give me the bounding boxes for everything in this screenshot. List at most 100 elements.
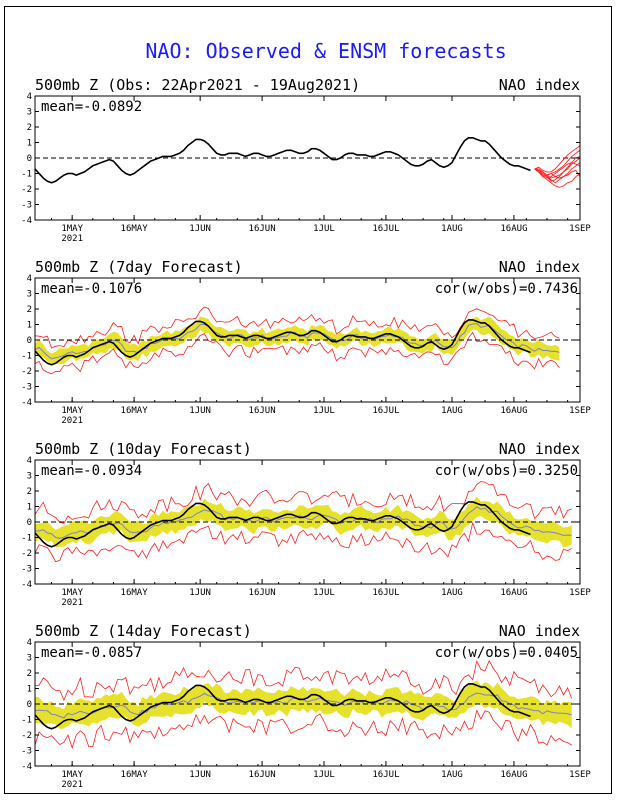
- ensemble-min-line: [34, 709, 572, 750]
- chart-panel-4: 500mb Z (14day Forecast) NAO index 4 3 2 1 0 -1…: [21, 622, 591, 790]
- x-tick-label: 1MAY: [61, 406, 83, 416]
- y-tick-label: 4: [27, 92, 32, 102]
- x-tick-label: 16JUL: [372, 224, 399, 234]
- ensemble-min-line: [34, 331, 560, 375]
- panel-mean-stat: mean=-0.0892: [41, 99, 142, 115]
- observed-nao-line: [34, 683, 531, 730]
- x-tick-label: 16AUG: [500, 224, 527, 234]
- x-tick-label: 1JUN: [189, 588, 211, 598]
- panel-correlation-stat: cor(w/obs)=0.0405: [435, 645, 578, 661]
- x-tick-label: 16JUN: [249, 406, 276, 416]
- panel-title: 500mb Z (10day Forecast): [35, 440, 252, 458]
- y-tick-label: -1: [21, 170, 32, 180]
- panel-right-label: NAO index: [499, 258, 580, 276]
- x-tick-year-label: 2021: [61, 780, 83, 790]
- x-tick-label: 1JUN: [189, 224, 211, 234]
- y-tick-label: 0: [27, 700, 32, 710]
- x-tick-label: 16MAY: [121, 770, 149, 780]
- y-tick-label: -3: [21, 383, 32, 393]
- x-tick-label: 1JUL: [313, 224, 335, 234]
- x-tick-label: 1SEP: [569, 588, 591, 598]
- x-tick-label: 16JUN: [249, 224, 276, 234]
- x-tick-label: 16AUG: [500, 406, 527, 416]
- y-tick-label: -4: [21, 762, 32, 772]
- y-tick-label: 4: [27, 638, 32, 648]
- y-tick-label: -3: [21, 565, 32, 575]
- y-tick-label: -4: [21, 216, 32, 226]
- y-tick-label: 4: [27, 274, 32, 284]
- x-tick-label: 1MAY: [61, 224, 83, 234]
- ensemble-spread-band: [35, 680, 572, 729]
- x-tick-label: 1SEP: [569, 406, 591, 416]
- panel-right-label: NAO index: [499, 76, 580, 94]
- forecast-member-line-8: [534, 168, 581, 179]
- x-tick-label: 1JUL: [313, 406, 335, 416]
- y-tick-label: -1: [21, 716, 32, 726]
- x-tick-year-label: 2021: [61, 598, 83, 608]
- ensemble-min-line: [34, 521, 572, 563]
- x-tick-label: 1MAY: [61, 770, 83, 780]
- ensemble-max-line: [34, 481, 572, 524]
- y-tick-label: 1: [27, 139, 32, 149]
- y-tick-label: 2: [27, 669, 32, 679]
- forecast-member-line-7: [534, 149, 581, 176]
- panel-mean-stat: mean=-0.1076: [41, 281, 142, 297]
- y-tick-label: -3: [21, 747, 32, 757]
- panel-mean-stat: mean=-0.0857: [41, 645, 142, 661]
- panel-right-label: NAO index: [499, 622, 580, 640]
- forecast-member-line-3: [534, 145, 581, 173]
- figure-border: [4, 6, 612, 794]
- x-tick-year-label: 2021: [61, 234, 83, 244]
- x-tick-label: 1JUN: [189, 406, 211, 416]
- x-tick-label: 16JUN: [249, 588, 276, 598]
- panels-group: 500mb Z (Obs: 22Apr2021 - 19Aug2021) NAO …: [21, 76, 591, 790]
- x-tick-label: 1AUG: [441, 588, 463, 598]
- x-tick-label: 1AUG: [441, 406, 463, 416]
- y-tick-label: -2: [21, 185, 32, 195]
- x-tick-label: 1SEP: [569, 770, 591, 780]
- x-tick-label: 1AUG: [441, 770, 463, 780]
- panel-title: 500mb Z (Obs: 22Apr2021 - 19Aug2021): [35, 76, 360, 94]
- x-tick-label: 1JUL: [313, 588, 335, 598]
- x-tick-label: 16JUL: [372, 406, 399, 416]
- y-tick-label: 2: [27, 123, 32, 133]
- x-tick-year-label: 2021: [61, 416, 83, 426]
- y-tick-label: -1: [21, 534, 32, 544]
- y-tick-label: -2: [21, 549, 32, 559]
- chart-panel-3: 500mb Z (10day Forecast) NAO index 4 3 2 1 0 -1…: [21, 440, 591, 608]
- x-tick-label: 1AUG: [441, 224, 463, 234]
- figure-title: NAO: Observed & ENSM forecasts: [145, 39, 506, 63]
- y-tick-label: 4: [27, 456, 32, 466]
- x-tick-label: 16JUN: [249, 770, 276, 780]
- x-tick-label: 16MAY: [121, 588, 149, 598]
- y-tick-label: 1: [27, 321, 32, 331]
- y-tick-label: -2: [21, 731, 32, 741]
- y-tick-label: 1: [27, 685, 32, 695]
- panel-correlation-stat: cor(w/obs)=0.3250: [435, 463, 578, 479]
- observed-nao-line: [34, 137, 531, 184]
- y-tick-label: -2: [21, 367, 32, 377]
- x-tick-label: 1SEP: [569, 224, 591, 234]
- y-tick-label: 0: [27, 336, 32, 346]
- y-tick-label: 2: [27, 305, 32, 315]
- x-tick-label: 1JUN: [189, 770, 211, 780]
- panel-right-label: NAO index: [499, 440, 580, 458]
- forecast-member-line-6: [534, 162, 581, 184]
- y-tick-label: -4: [21, 580, 32, 590]
- x-tick-label: 16JUL: [372, 588, 399, 598]
- x-tick-label: 1JUL: [313, 770, 335, 780]
- y-tick-label: 1: [27, 503, 32, 513]
- forecast-member-line-4: [534, 162, 581, 179]
- observed-nao-line: [34, 501, 531, 548]
- y-tick-label: -1: [21, 352, 32, 362]
- x-tick-label: 16MAY: [121, 224, 149, 234]
- panel-title: 500mb Z (7day Forecast): [35, 258, 243, 276]
- panel-mean-stat: mean=-0.0934: [41, 463, 142, 479]
- y-tick-label: 3: [27, 472, 32, 482]
- panel-title: 500mb Z (14day Forecast): [35, 622, 252, 640]
- y-tick-label: 0: [27, 154, 32, 164]
- x-tick-label: 1MAY: [61, 588, 83, 598]
- x-tick-label: 16JUL: [372, 770, 399, 780]
